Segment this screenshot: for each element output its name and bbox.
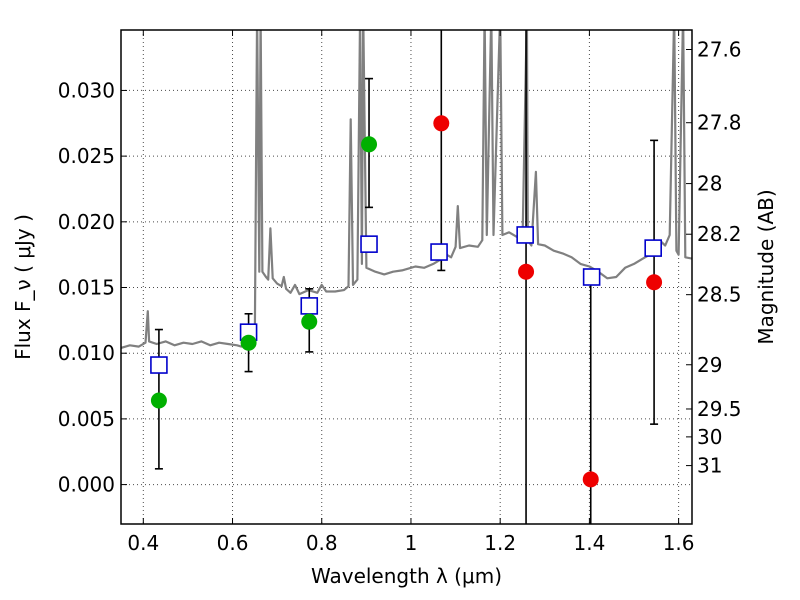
detection-point (240, 334, 257, 351)
upper-limit-error-bar (437, 30, 446, 272)
x-tick-label: 1.4 (573, 531, 605, 555)
upper-limit-point (646, 274, 663, 291)
right-tick-label: 31 (697, 454, 722, 478)
model-photometry-square (300, 297, 319, 315)
model-photometry-square (430, 243, 448, 261)
right-tick-label: 28 (697, 172, 722, 196)
plot-frame (120, 29, 693, 525)
upper-limit-point (582, 471, 599, 488)
upper-limit-point (518, 263, 535, 280)
detection-point (150, 392, 167, 409)
y-tick-label: 0.000 (58, 473, 115, 497)
upper-limit-error-bar (586, 270, 595, 524)
x-tick-label: 0.6 (217, 531, 249, 555)
x-tick-label: 1.6 (663, 531, 695, 555)
y-tick-label: 0.005 (58, 407, 115, 431)
upper-limit-point (433, 115, 450, 132)
axis-ticks: 0.4 0.6 0.8 1 1.2 1.4 1.6 0.000 0.005 0.010 0.015 0… (58, 30, 742, 555)
detection-point (301, 313, 318, 330)
y-tick-label: 0.020 (58, 210, 115, 234)
right-tick-label: 27.8 (697, 111, 742, 135)
x-tick-label: 0.8 (306, 531, 338, 555)
y-tick-label: 0.010 (58, 341, 115, 365)
model-spectrum-line (121, 30, 692, 349)
right-tick-label: 30 (697, 425, 722, 449)
plot-area (121, 30, 692, 524)
right-tick-label: 28.5 (697, 283, 742, 307)
right-tick-label: 28.2 (697, 222, 742, 246)
model-photometry-square (150, 356, 168, 374)
y-tick-label: 0.030 (58, 78, 115, 102)
right-tick-label: 29.5 (697, 397, 742, 421)
y-axis-title: Flux F_ν ( μJy ) (11, 214, 35, 360)
right-axis-title: Magnitude (AB) (754, 189, 778, 344)
x-tick-label: 1 (405, 531, 418, 555)
y-tick-label: 0.015 (58, 276, 115, 300)
detection-point (361, 136, 378, 153)
right-tick-label: 29 (697, 353, 722, 377)
x-tick-label: 0.4 (127, 531, 159, 555)
right-tick-label: 27.6 (697, 38, 742, 62)
model-photometry-square (516, 226, 534, 244)
model-photometry-square (360, 235, 378, 253)
y-tick-label: 0.025 (58, 144, 115, 168)
x-axis-title: Wavelength λ (μm) (311, 564, 502, 588)
model-photometry-square (644, 239, 662, 257)
model-photometry-square (582, 268, 601, 286)
x-tick-label: 1.2 (484, 531, 516, 555)
